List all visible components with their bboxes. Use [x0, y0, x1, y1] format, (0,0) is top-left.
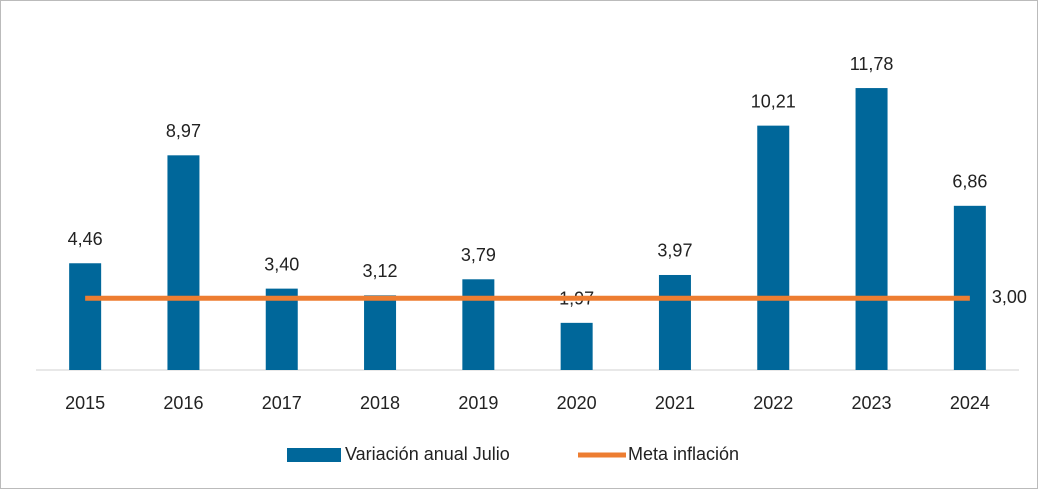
data-label: 3,79: [461, 245, 496, 265]
legend-swatch: [287, 448, 341, 462]
data-label: 3,40: [264, 254, 299, 274]
bar: [69, 263, 102, 370]
bar: [167, 155, 200, 370]
legend-label: Variación anual Julio: [345, 444, 510, 464]
data-label: 11,78: [850, 54, 894, 74]
bar: [462, 279, 495, 370]
data-label: 8,97: [166, 121, 201, 141]
bar: [265, 288, 298, 370]
x-tick-label: 2022: [753, 393, 793, 413]
x-tick-label: 2018: [360, 393, 400, 413]
x-tick-label: 2023: [852, 393, 892, 413]
x-tick-label: 2024: [950, 393, 990, 413]
x-tick-label: 2017: [262, 393, 302, 413]
x-tick-label: 2015: [65, 393, 105, 413]
legend-label: Meta inflación: [628, 444, 739, 464]
bar: [560, 322, 593, 370]
bar: [855, 88, 888, 370]
data-label: 4,46: [68, 229, 103, 249]
bar: [364, 295, 397, 370]
bar: [757, 125, 790, 371]
x-tick-label: 2019: [458, 393, 498, 413]
data-label: 3,12: [363, 261, 398, 281]
data-label: 6,86: [952, 172, 987, 192]
data-label: 3,97: [657, 241, 692, 261]
x-tick-label: 2020: [557, 393, 597, 413]
x-tick-label: 2016: [163, 393, 203, 413]
bar: [658, 274, 691, 370]
x-tick-label: 2021: [655, 393, 695, 413]
bar: [953, 205, 986, 370]
data-label: 3,00: [992, 287, 1027, 307]
data-label: 10,21: [751, 91, 796, 111]
